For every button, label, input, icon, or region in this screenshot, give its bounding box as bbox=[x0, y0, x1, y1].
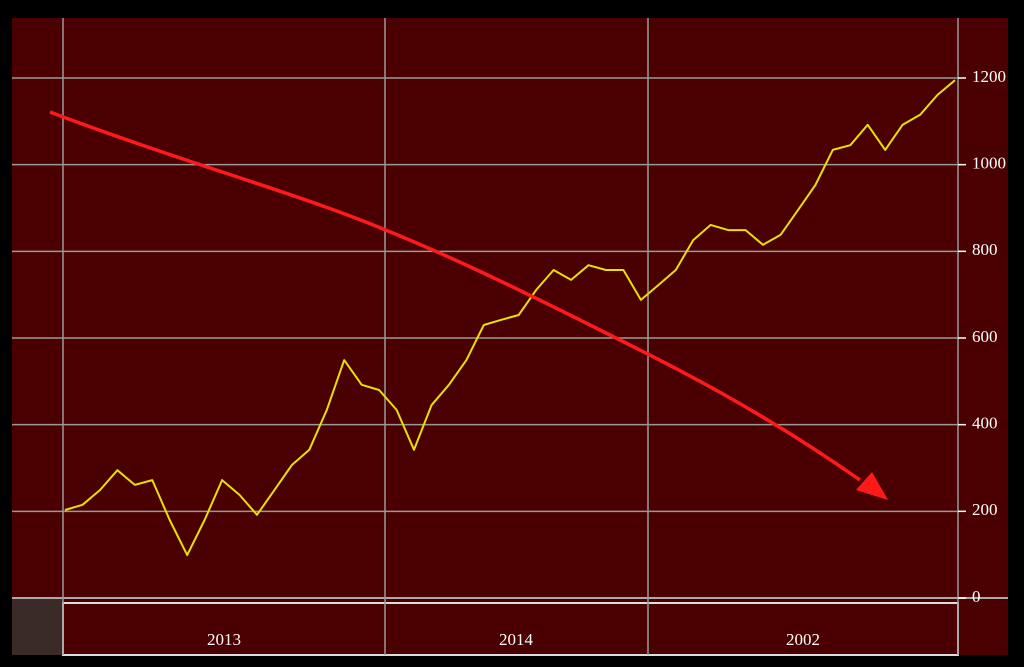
price-line bbox=[64, 79, 956, 557]
y-tick-label: 0 bbox=[972, 587, 981, 606]
y-tick-label: 1000 bbox=[972, 154, 1006, 173]
y-tick-label: 200 bbox=[972, 500, 998, 519]
y-tick-label: 600 bbox=[972, 327, 998, 346]
y-tick-label: 400 bbox=[972, 414, 998, 433]
x-tick-label: 2002 bbox=[786, 630, 820, 649]
corner-box bbox=[12, 598, 63, 655]
x-tick-label: 2014 bbox=[499, 630, 534, 649]
x-tick-label: 2013 bbox=[207, 630, 241, 649]
y-tick-label: 800 bbox=[972, 240, 998, 259]
vertical-grid bbox=[62, 18, 959, 655]
trend-arrow bbox=[49, 110, 862, 482]
arrow-head bbox=[856, 472, 888, 500]
y-tick-label: 1200 bbox=[972, 67, 1006, 86]
plot-area bbox=[12, 18, 1008, 655]
